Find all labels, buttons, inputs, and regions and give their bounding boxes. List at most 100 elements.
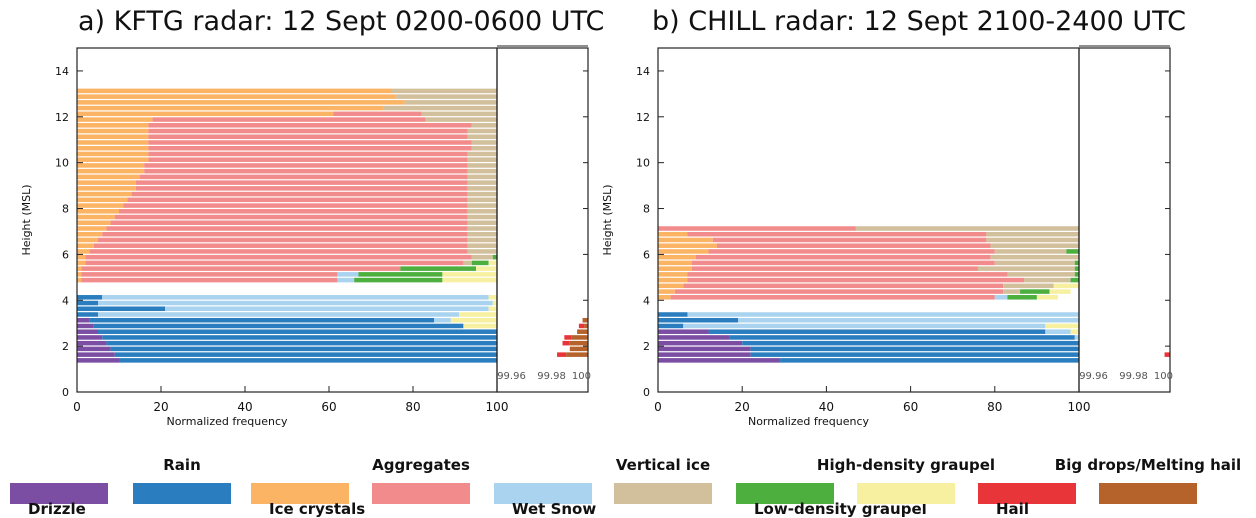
legend-swatch xyxy=(251,483,349,504)
bar-segment xyxy=(148,157,468,162)
inset-bar-segment xyxy=(577,329,588,334)
legend-label: Ice crystals xyxy=(269,500,366,518)
inset-tick-label: 99.98 xyxy=(537,371,566,382)
bar-segment xyxy=(77,358,119,363)
bar-segment xyxy=(467,220,497,226)
bar-segment xyxy=(127,197,468,203)
chart-0-inset-frame xyxy=(496,47,589,393)
bar-segment xyxy=(687,312,1079,317)
bar-segment xyxy=(712,237,987,243)
bar-segment xyxy=(77,186,136,191)
bar-segment xyxy=(77,226,107,231)
bar-segment xyxy=(144,163,468,168)
bar-segment xyxy=(467,249,497,254)
bar-segment xyxy=(658,254,696,260)
bar-segment xyxy=(77,277,82,283)
y-tick-label: 14 xyxy=(636,65,650,78)
bar-segment xyxy=(358,272,443,277)
bar-segment xyxy=(77,157,149,162)
bar-segment xyxy=(977,266,1075,271)
chart-0-plot-frame xyxy=(76,47,498,393)
bar-segment xyxy=(467,203,497,208)
bar-segment xyxy=(459,312,497,317)
x-tick-label: 80 xyxy=(987,400,1002,414)
bar-segment xyxy=(442,272,497,277)
x-tick-label: 100 xyxy=(1068,400,1091,414)
bar-segment xyxy=(658,289,675,294)
bar-segment xyxy=(148,134,468,140)
bar-segment xyxy=(77,191,132,197)
bar-segment xyxy=(658,340,743,346)
y-tick-label: 4 xyxy=(62,294,69,307)
bar-segment xyxy=(471,140,497,145)
bar-segment xyxy=(77,168,145,174)
x-tick-label: 0 xyxy=(654,400,662,414)
chart-1-y-axis-label: Height (MSL) xyxy=(601,184,614,255)
bar-segment xyxy=(102,335,497,340)
bar-segment xyxy=(77,140,149,145)
inset-bar-segment xyxy=(584,323,588,329)
bar-segment xyxy=(114,352,498,357)
bar-segment xyxy=(102,295,489,300)
y-tick-label: 14 xyxy=(55,65,69,78)
bar-segment xyxy=(855,226,1079,231)
bar-segment xyxy=(77,100,405,105)
bar-segment xyxy=(658,346,751,352)
bar-segment xyxy=(89,317,434,323)
bar-segment xyxy=(102,231,468,237)
bar-segment xyxy=(77,174,140,180)
bar-segment xyxy=(77,272,82,277)
x-tick-label: 100 xyxy=(486,400,509,414)
bar-segment xyxy=(708,249,995,254)
bar-segment xyxy=(990,243,1079,248)
chart-0-y-axis-label: Height (MSL) xyxy=(20,184,33,255)
legend-swatch xyxy=(978,483,1076,504)
bar-segment xyxy=(994,260,1075,266)
bar-segment xyxy=(442,277,497,283)
bar-segment xyxy=(467,134,497,140)
bar-segment xyxy=(337,272,359,277)
bar-segment xyxy=(658,266,692,271)
bar-segment xyxy=(85,254,472,260)
inset-bar-segment xyxy=(562,340,570,346)
bar-segment xyxy=(404,100,497,105)
bar-segment xyxy=(77,340,107,346)
bar-segment xyxy=(77,266,82,271)
bar-segment xyxy=(463,260,472,266)
bar-segment xyxy=(77,180,136,185)
bar-segment xyxy=(98,329,497,334)
bar-segment xyxy=(93,243,468,248)
legend-label: Wet Snow xyxy=(512,500,597,518)
bar-segment xyxy=(77,94,397,99)
bar-segment xyxy=(1074,272,1079,277)
bar-segment xyxy=(110,346,497,352)
bar-segment xyxy=(658,335,730,340)
bar-segment xyxy=(77,300,98,306)
y-tick-label: 0 xyxy=(62,386,69,399)
bar-segment xyxy=(488,260,497,266)
bar-segment xyxy=(77,151,149,157)
inset-bar-segment xyxy=(569,346,588,352)
bar-segment xyxy=(488,295,497,300)
bar-segment xyxy=(658,231,688,237)
bar-segment xyxy=(658,277,688,283)
bar-segment xyxy=(98,237,468,243)
bar-segment xyxy=(716,243,991,248)
y-tick-label: 8 xyxy=(62,203,69,216)
bar-segment xyxy=(683,323,1046,329)
y-tick-label: 12 xyxy=(636,111,650,124)
bar-segment xyxy=(658,329,709,334)
bar-segment xyxy=(1024,277,1071,283)
bar-segment xyxy=(1074,266,1079,271)
x-tick-label: 80 xyxy=(405,400,420,414)
inset-tick-label: 100 xyxy=(572,371,591,382)
bar-segment xyxy=(77,203,124,208)
y-tick-label: 6 xyxy=(643,248,650,261)
bar-segment xyxy=(658,283,684,289)
legend-swatch xyxy=(857,483,955,504)
bar-segment xyxy=(77,128,149,134)
inset-tick-label: 100 xyxy=(1154,371,1173,382)
bar-segment xyxy=(687,277,1025,283)
bar-segment xyxy=(140,174,468,180)
